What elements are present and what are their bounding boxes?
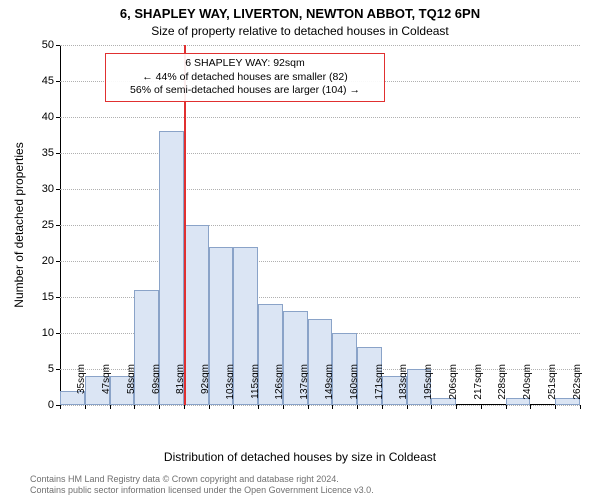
annotation-box: 6 SHAPLEY WAY: 92sqm← 44% of detached ho… [105,53,385,102]
x-tick-mark [308,405,309,409]
x-tick-label: 217sqm [473,364,484,409]
footer-line-2: Contains public sector information licen… [30,485,374,496]
y-tick-mark [56,189,60,190]
x-tick-mark [357,405,358,409]
gridline [60,117,580,118]
chart-title-sub: Size of property relative to detached ho… [0,24,600,38]
gridline [60,261,580,262]
y-tick-label: 15 [24,291,54,303]
x-tick-mark [209,405,210,409]
y-tick-label: 0 [24,399,54,411]
y-tick-label: 40 [24,111,54,123]
annotation-line: ← 44% of detached houses are smaller (82… [112,71,378,85]
y-tick-label: 25 [24,219,54,231]
x-tick-mark [184,405,185,409]
y-tick-mark [56,369,60,370]
gridline [60,45,580,46]
x-tick-mark [134,405,135,409]
y-tick-label: 10 [24,327,54,339]
y-tick-label: 45 [24,75,54,87]
x-tick-label: 240sqm [522,364,533,409]
y-tick-mark [56,225,60,226]
x-tick-mark [110,405,111,409]
x-tick-mark [233,405,234,409]
x-tick-mark [60,405,61,409]
x-tick-label: 206sqm [448,364,459,409]
y-tick-mark [56,45,60,46]
x-axis-label: Distribution of detached houses by size … [0,450,600,464]
y-tick-label: 50 [24,39,54,51]
annotation-line: 6 SHAPLEY WAY: 92sqm [112,57,378,71]
plot-area: 0510152025303540455035sqm47sqm58sqm69sqm… [60,45,580,405]
x-tick-mark [530,405,531,409]
x-tick-mark [283,405,284,409]
x-tick-mark [85,405,86,409]
x-tick-mark [407,405,408,409]
x-tick-label: 262sqm [572,364,583,409]
x-tick-mark [332,405,333,409]
x-tick-mark [382,405,383,409]
y-tick-label: 5 [24,363,54,375]
y-tick-mark [56,153,60,154]
chart-title-main: 6, SHAPLEY WAY, LIVERTON, NEWTON ABBOT, … [0,6,600,21]
y-tick-mark [56,333,60,334]
y-tick-label: 30 [24,183,54,195]
x-tick-mark [456,405,457,409]
x-tick-mark [555,405,556,409]
gridline [60,189,580,190]
annotation-line: 56% of semi-detached houses are larger (… [112,84,378,98]
x-tick-mark [431,405,432,409]
x-tick-mark [258,405,259,409]
footer-line-1: Contains HM Land Registry data © Crown c… [30,474,374,485]
y-tick-mark [56,117,60,118]
x-tick-mark [580,405,581,409]
y-tick-mark [56,81,60,82]
y-tick-mark [56,297,60,298]
y-tick-mark [56,261,60,262]
gridline [60,225,580,226]
footer-attribution: Contains HM Land Registry data © Crown c… [30,474,374,496]
x-tick-mark [506,405,507,409]
gridline [60,153,580,154]
x-tick-mark [481,405,482,409]
y-tick-label: 20 [24,255,54,267]
chart-container: 6, SHAPLEY WAY, LIVERTON, NEWTON ABBOT, … [0,0,600,500]
x-tick-mark [159,405,160,409]
y-tick-label: 35 [24,147,54,159]
